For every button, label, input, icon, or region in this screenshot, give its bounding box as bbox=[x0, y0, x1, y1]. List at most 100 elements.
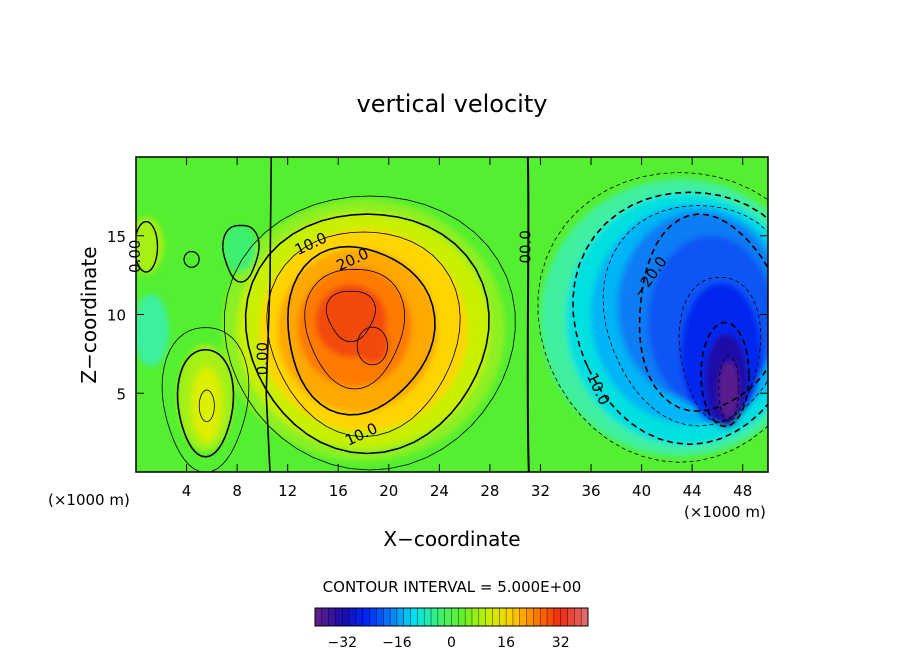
colorbar-cell bbox=[458, 608, 466, 626]
colorbar-cell bbox=[499, 608, 507, 626]
colorbar-cell bbox=[533, 608, 541, 626]
x-tick-label: 8 bbox=[232, 482, 242, 500]
field-patch bbox=[136, 216, 164, 274]
contour-30b bbox=[356, 326, 388, 366]
colorbar-cell bbox=[396, 608, 405, 626]
y-axis-label: Z−coordinate bbox=[77, 246, 101, 383]
colorbar-cell bbox=[581, 608, 589, 626]
colorbar-cell bbox=[355, 608, 364, 626]
x-tick-label: 4 bbox=[182, 482, 192, 500]
colorbar-cell bbox=[540, 608, 548, 626]
contour-zero-pocket-b bbox=[183, 250, 200, 268]
contour-25 bbox=[304, 268, 406, 390]
x-axis-label: X−coordinate bbox=[383, 527, 520, 551]
colorbar-cell bbox=[478, 608, 487, 626]
x-tick-label: 48 bbox=[733, 482, 752, 500]
x-tick-label: 36 bbox=[581, 482, 600, 500]
colorbar-cell bbox=[342, 608, 350, 626]
contour-5 bbox=[224, 195, 516, 471]
x-tick-label: 12 bbox=[278, 482, 297, 500]
field-patch bbox=[223, 224, 257, 272]
colorbar-tick-label: 32 bbox=[552, 635, 570, 651]
x-tick-label: 24 bbox=[430, 482, 449, 500]
contour-neg20 bbox=[638, 213, 768, 412]
colorbar bbox=[314, 607, 589, 627]
contour-zero-left bbox=[136, 220, 159, 273]
colorbar-cell bbox=[315, 608, 323, 626]
contour-neg10 bbox=[572, 191, 768, 446]
colorbar-cell bbox=[383, 608, 391, 626]
colorbar-cell bbox=[519, 608, 528, 626]
x-tick-label: 28 bbox=[480, 482, 499, 500]
contour-lines bbox=[136, 157, 768, 472]
colorbar-cell bbox=[553, 608, 562, 626]
x-tick-label: 40 bbox=[632, 482, 651, 500]
colorbar-cell bbox=[567, 608, 575, 626]
colorbar-cell bbox=[349, 608, 357, 626]
colorbar-cell bbox=[506, 608, 514, 626]
colorbar-cell bbox=[471, 608, 480, 626]
colorbar-cell bbox=[437, 608, 446, 626]
contour-label: 0.00 bbox=[253, 342, 271, 375]
colorbar-tick-label: 16 bbox=[497, 635, 515, 651]
chart-title: vertical velocity bbox=[357, 90, 548, 118]
x-axis-ticks: 4 8 12 16 20 24 28 32 36 40 44 48 bbox=[182, 157, 752, 500]
colorbar-cell bbox=[485, 608, 493, 626]
contour-interval-text: CONTOUR INTERVAL = 5.000E+00 bbox=[323, 578, 582, 596]
contour-zero-secondary bbox=[265, 157, 273, 472]
colorbar-cell bbox=[512, 608, 521, 626]
contour-neg25 bbox=[678, 276, 762, 423]
x-unit-right: (×1000 m) bbox=[684, 503, 766, 521]
colorbar-cell bbox=[547, 608, 555, 626]
contour-15 bbox=[266, 231, 461, 438]
colorbar-cell bbox=[390, 608, 398, 626]
colorbar-cell bbox=[410, 608, 418, 626]
contour-neg5 bbox=[537, 172, 768, 463]
colorbar-tick-label: 0 bbox=[447, 635, 456, 651]
colorbar-cell bbox=[560, 608, 569, 626]
colorbar-cell bbox=[321, 608, 330, 626]
colorbar-cell bbox=[444, 608, 452, 626]
contour-neg35 bbox=[718, 354, 740, 423]
colorbar-cell bbox=[403, 608, 412, 626]
colorbar-cell bbox=[492, 608, 500, 626]
contour-zero-main bbox=[526, 157, 530, 472]
colorbar-cell bbox=[431, 608, 439, 626]
field-patch bbox=[136, 294, 169, 367]
contour-neg15 bbox=[602, 205, 768, 427]
colorbar-cell bbox=[526, 608, 534, 626]
y-tick-label: 15 bbox=[107, 228, 126, 246]
colorbar-tick-label: −32 bbox=[328, 635, 358, 651]
colorbar-cell bbox=[424, 608, 432, 626]
velocity-field bbox=[136, 157, 768, 472]
colorbar-cell bbox=[465, 608, 473, 626]
x-tick-label: 32 bbox=[531, 482, 550, 500]
colorbar-tick-label: −16 bbox=[382, 635, 412, 651]
colorbar-cell bbox=[369, 608, 377, 626]
colorbar-cell bbox=[335, 608, 343, 626]
y-tick-label: 5 bbox=[116, 385, 126, 403]
x-unit-left: (×1000 m) bbox=[48, 491, 130, 509]
contour-10-small bbox=[176, 348, 235, 458]
plot-area: 10.020.010.00.000.00 00.0−20.0−10.0 4 8 12 1… bbox=[107, 156, 769, 500]
colorbar-cell bbox=[417, 608, 425, 626]
contour-10 bbox=[244, 213, 490, 455]
contour-label: 00.0 bbox=[516, 230, 534, 263]
y-axis-ticks: 5 10 15 bbox=[107, 228, 768, 403]
y-tick-label: 10 bbox=[107, 307, 126, 325]
colorbar-cell bbox=[574, 608, 582, 626]
x-tick-label: 20 bbox=[379, 482, 398, 500]
colorbar-cell bbox=[362, 608, 371, 626]
colorbar-cell bbox=[328, 608, 336, 626]
contour-zero-pocket bbox=[222, 224, 260, 283]
contour-neg30 bbox=[700, 321, 750, 428]
contour-label: 0.00 bbox=[126, 240, 144, 273]
colorbar-cell bbox=[451, 608, 459, 626]
contour-30 bbox=[325, 290, 376, 343]
x-tick-label: 16 bbox=[329, 482, 348, 500]
colorbar-tick-labels: −32 −16 0 16 32 bbox=[328, 635, 570, 651]
colorbar-frame bbox=[314, 607, 589, 627]
x-tick-label: 44 bbox=[683, 482, 702, 500]
colorbar-cell bbox=[376, 608, 384, 626]
